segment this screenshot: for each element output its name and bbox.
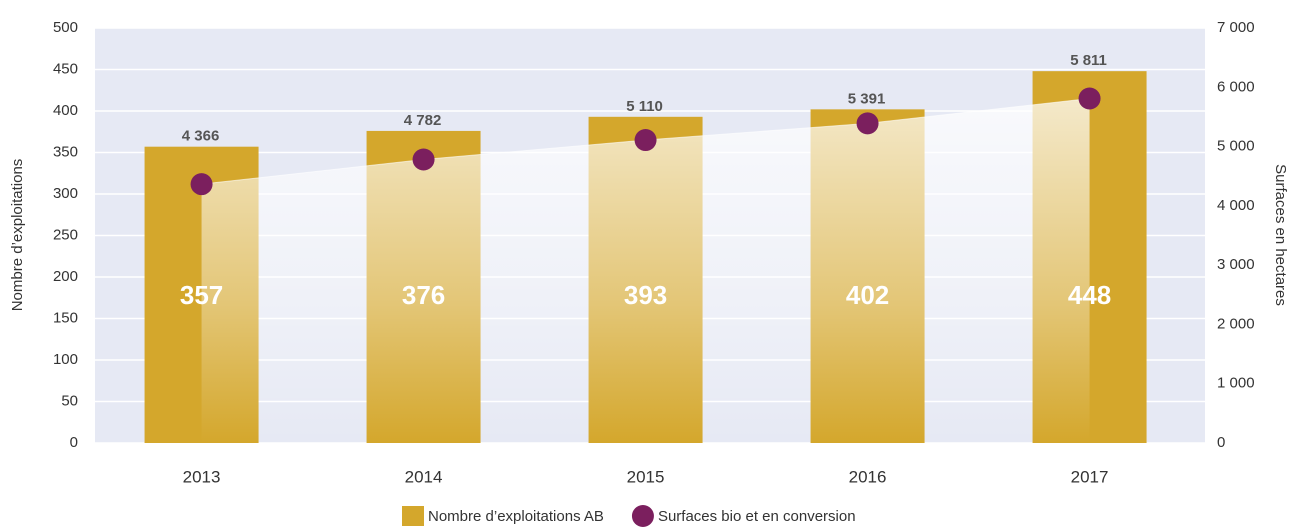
x-tick-label: 2013	[183, 467, 221, 486]
dot	[190, 173, 213, 196]
y2-tick-label: 7 000	[1217, 19, 1255, 36]
y2-axis-title: Surfaces en hectares	[1272, 164, 1289, 306]
dot-value-label: 5 110	[626, 98, 663, 115]
bar-value-label: 402	[846, 280, 889, 310]
y-tick-label: 300	[53, 185, 78, 202]
legend-swatch	[631, 505, 654, 527]
y-tick-label: 400	[53, 102, 78, 119]
area-fill	[201, 98, 1090, 443]
y2-tick-label: 2 000	[1217, 315, 1255, 332]
y-tick-label: 500	[53, 19, 78, 36]
dot-value-label: 5 811	[1070, 52, 1107, 69]
y-tick-label: 250	[53, 226, 78, 243]
bar-value-label: 357	[180, 280, 223, 310]
y-tick-label: 50	[61, 392, 78, 409]
y-tick-label: 0	[70, 434, 78, 451]
y2-tick-label: 0	[1217, 434, 1225, 451]
y2-tick-label: 4 000	[1217, 197, 1255, 214]
dot-value-label: 5 391	[848, 90, 886, 107]
x-tick-label: 2014	[405, 467, 443, 486]
y2-tick-label: 3 000	[1217, 256, 1255, 273]
dot-value-label: 4 366	[182, 128, 220, 145]
legend-swatch	[402, 506, 424, 526]
bar-value-label: 393	[624, 280, 667, 310]
dot	[634, 129, 657, 152]
legend-label: Nombre d’exploitations AB	[428, 508, 604, 525]
y-axis-title: Nombre d’exploitations	[9, 159, 26, 312]
bar-value-label: 376	[402, 280, 445, 310]
x-tick-label: 2016	[849, 467, 887, 486]
x-tick-label: 2015	[627, 467, 665, 486]
dot	[856, 112, 879, 135]
y2-tick-label: 1 000	[1217, 375, 1255, 392]
legend-label: Surfaces bio et en conversion	[658, 508, 856, 525]
y-tick-label: 150	[53, 309, 78, 326]
y-tick-label: 100	[53, 351, 78, 368]
y-tick-label: 450	[53, 60, 78, 77]
y2-tick-label: 5 000	[1217, 138, 1255, 155]
dot-value-label: 4 782	[404, 112, 442, 129]
y-tick-label: 200	[53, 268, 78, 285]
y2-tick-label: 6 000	[1217, 78, 1255, 95]
x-tick-label: 2017	[1071, 467, 1109, 486]
y-tick-label: 350	[53, 143, 78, 160]
dot	[1078, 87, 1101, 110]
bar-value-label: 448	[1068, 280, 1111, 310]
dot	[412, 148, 435, 171]
